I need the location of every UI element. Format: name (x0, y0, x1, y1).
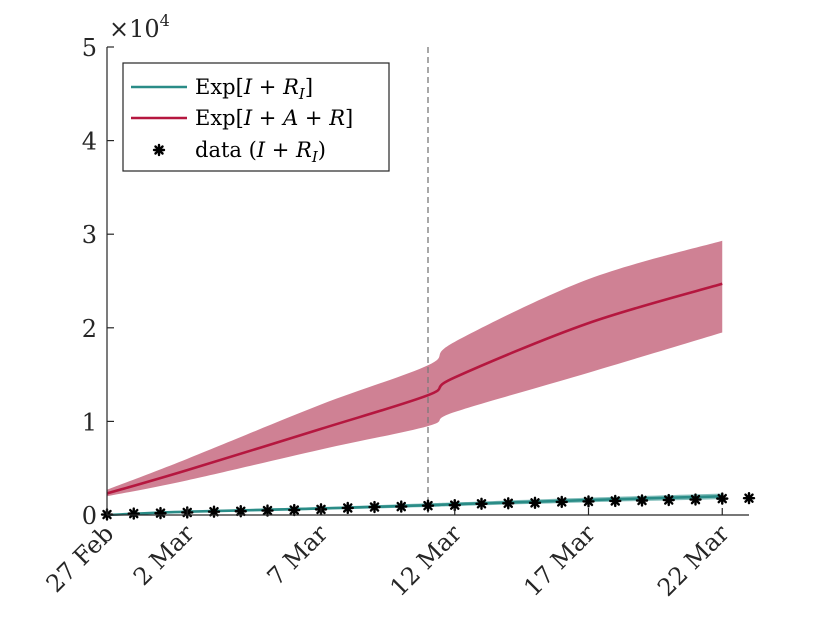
y-tick-label: 1 (82, 408, 97, 436)
y-tick-label: 2 (82, 315, 97, 343)
confidence-bands (107, 240, 723, 515)
band-exp-i-a-r (107, 240, 723, 497)
data-point (341, 501, 354, 515)
data-point (261, 504, 274, 517)
data-point (127, 507, 140, 520)
x-tick-label: 2 Mar (128, 519, 200, 591)
y-tick-label: 3 (82, 221, 97, 249)
legend-swatch-data (152, 143, 166, 157)
data-point (742, 491, 756, 505)
legend-label-data: data (I + RI​) (195, 138, 326, 166)
line-exp-i-ri (106, 494, 723, 517)
data-point (368, 500, 381, 514)
data-point (288, 503, 301, 517)
x-tick-label: 17 Mar (518, 519, 601, 602)
data-point (154, 506, 167, 520)
x-tick-label: 7 Mar (262, 519, 334, 591)
y-tick-label: 0 (82, 502, 97, 530)
legend-label-exp-i-a-r: Exp[I + A + R] (195, 106, 353, 130)
data-point (555, 495, 568, 509)
x-tick-label: 22 Mar (652, 519, 735, 602)
data-point (421, 499, 435, 512)
data-point (609, 494, 622, 508)
data-point (662, 493, 675, 507)
x-tick-label: 27 Feb (41, 519, 120, 598)
data-point (582, 495, 595, 508)
y-exponent-power: 4 (160, 11, 170, 30)
x-tick-label: 12 Mar (385, 519, 468, 602)
y-tick-label: 4 (82, 128, 97, 156)
legend-label-exp-i-ri: Exp[I + RI​] (195, 75, 313, 103)
data-point (475, 497, 488, 510)
y-exponent-label: ×104 (109, 11, 170, 43)
data-point (207, 505, 221, 518)
data-point (689, 493, 702, 506)
y-tick-label: 5 (82, 34, 97, 62)
data-point (502, 497, 515, 510)
data-point (448, 498, 461, 512)
data-point (528, 496, 542, 510)
legend: Exp[I + RI​] Exp[I + A + R] data (I + RI​) (122, 62, 390, 172)
data-point (395, 500, 408, 513)
data-point (716, 492, 729, 505)
data-point (635, 494, 649, 507)
line-exp-i-a-r (106, 282, 723, 495)
